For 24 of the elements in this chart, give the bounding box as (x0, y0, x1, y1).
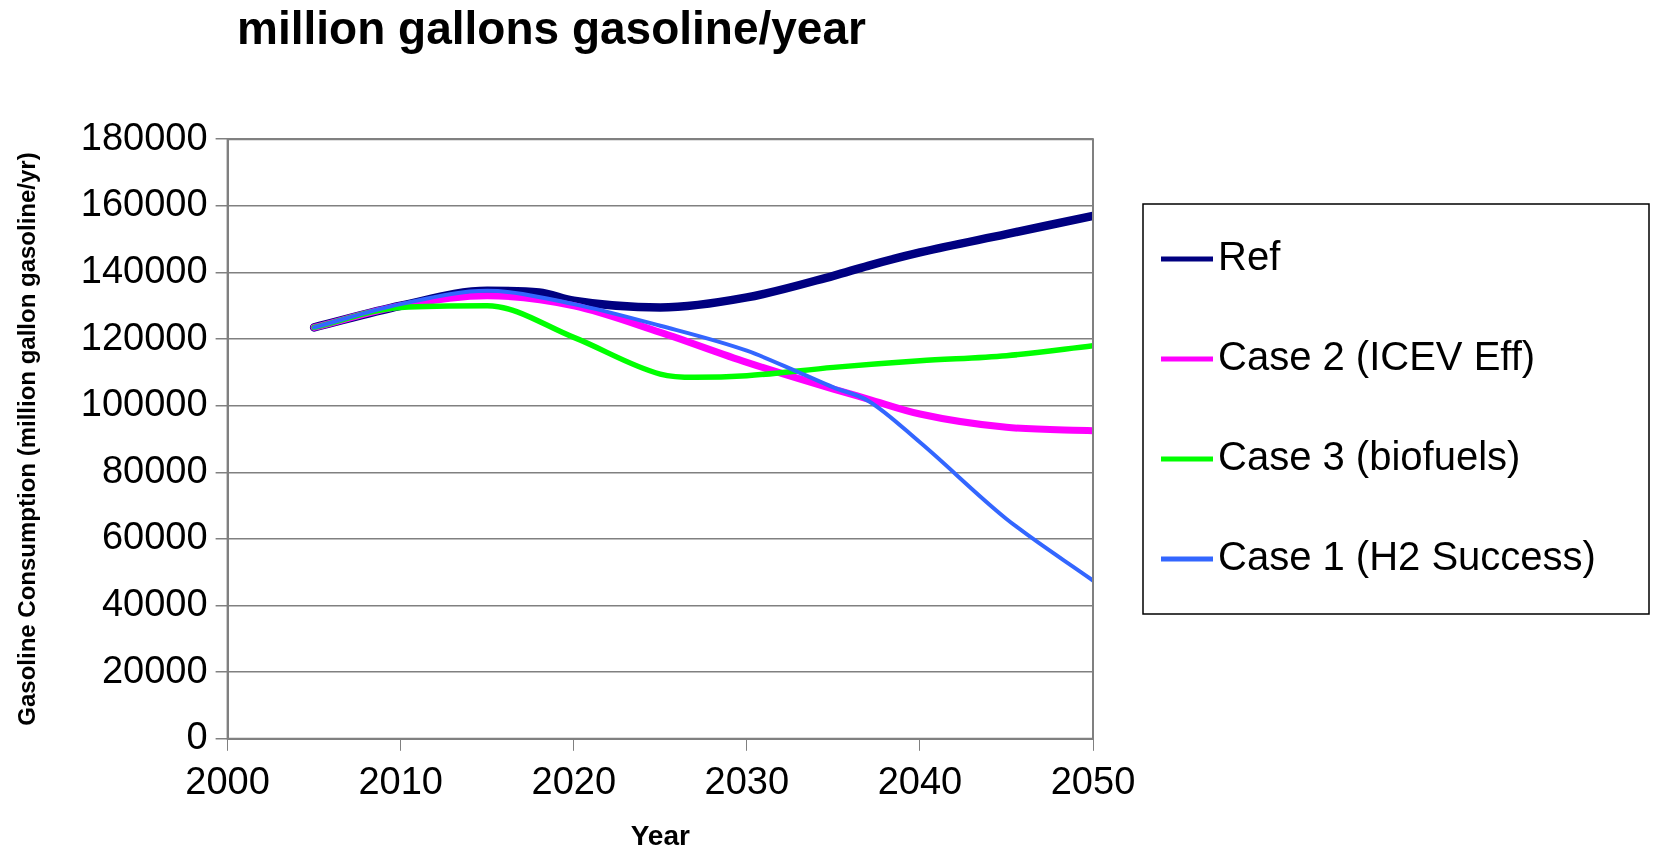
y-tick-label: 0 (186, 715, 208, 758)
line-series (312, 288, 1093, 583)
legend-label: Case 2 (ICEV Eff) (1218, 334, 1536, 379)
y-tick-label: 60000 (101, 515, 208, 558)
y-tick-label: 140000 (80, 248, 208, 291)
x-tick-label: 2020 (531, 760, 617, 803)
legend-label: Case 3 (biofuels) (1218, 434, 1521, 479)
x-tick-label: 2030 (704, 760, 790, 803)
y-tick-label: 160000 (80, 182, 208, 225)
x-axis-title: Year (630, 819, 690, 851)
y-tick-label: 80000 (101, 448, 208, 491)
x-tick-label: 2050 (1050, 760, 1136, 803)
y-tick-label: 120000 (80, 315, 208, 358)
x-tick-label: 2000 (185, 760, 270, 803)
x-tick-label: 2040 (877, 760, 963, 803)
y-axis-title: Gasoline Consumption (million gallon gasoline/yr) (13, 152, 41, 726)
y-tick-label: 20000 (101, 648, 208, 691)
legend-label: Case 1 (H2 Success) (1218, 534, 1596, 579)
y-tick-label: 100000 (80, 382, 208, 425)
y-tick-label: 180000 (80, 115, 208, 158)
x-tick-label: 2010 (358, 760, 443, 803)
y-tick-label: 40000 (101, 582, 208, 625)
legend-label: Ref (1218, 234, 1282, 279)
chart-title: million gallons gasoline/year (237, 2, 867, 55)
